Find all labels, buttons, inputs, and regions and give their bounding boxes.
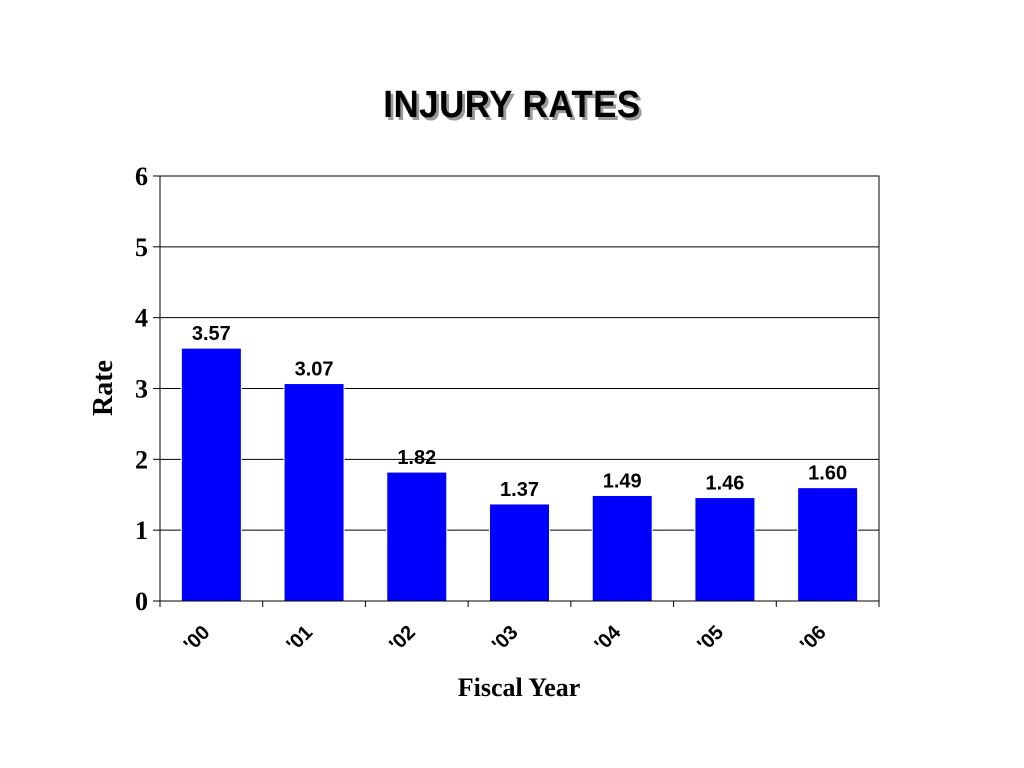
bar-value-label: 3.57 [192,323,231,345]
y-tick-label: 4 [135,304,148,333]
bar-value-label: 1.82 [397,447,436,469]
bars [180,347,859,602]
y-tick-label: 1 [135,516,148,545]
y-tick-label: 5 [135,233,148,262]
bar [386,471,448,602]
x-tick-label: '06 [796,621,831,656]
x-tick-label: '02 [385,621,420,656]
bar-value-label: 1.46 [705,473,744,495]
y-tick-label: 0 [135,587,148,616]
y-axis: 0 1 2 3 4 5 6 [135,162,160,616]
bar-value-label: 3.07 [295,359,334,381]
x-tick-label: '01 [282,621,317,656]
bar [283,383,345,602]
x-tick-label: '00 [180,621,215,656]
bar-value-label: 1.37 [500,479,539,501]
y-tick-label: 3 [135,375,148,404]
gridlines [160,246,879,531]
bar [591,494,653,602]
x-tick-label: '05 [693,621,728,656]
x-axis-label: Fiscal Year [458,673,581,702]
x-tick-label: '03 [488,621,523,656]
bar [797,487,859,602]
y-tick-label: 6 [135,162,148,191]
value-labels: 3.57 3.07 1.82 1.37 1.49 1.46 1.60 [192,323,847,501]
x-tick-label: '04 [591,621,626,656]
bar-value-label: 1.60 [808,463,847,485]
chart-title: INJURY RATES [383,84,641,126]
bar-value-label: 1.49 [603,470,642,492]
y-tick-label: 2 [135,445,148,474]
y-axis-label: Rate [88,360,119,416]
x-axis: '00 '01 '02 '03 '04 '05 '06 [159,601,880,656]
bar [694,497,756,602]
bar [180,347,242,602]
bar [489,503,550,602]
